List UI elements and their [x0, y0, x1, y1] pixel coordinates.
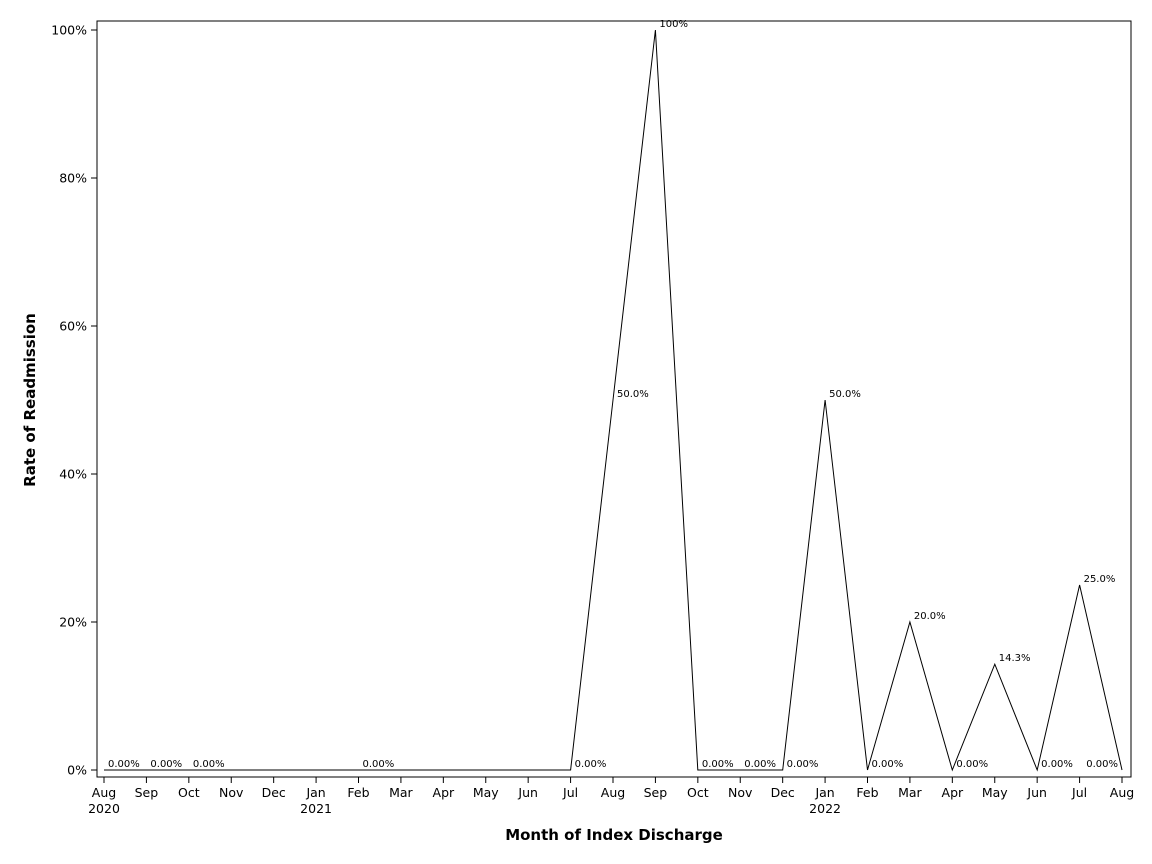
data-point-label: 14.3%: [999, 653, 1031, 664]
x-tick-label: Nov: [219, 785, 244, 800]
x-tick-label: Apr: [942, 785, 964, 800]
data-point-label: 50.0%: [829, 389, 861, 400]
x-tick-label: Sep: [135, 785, 159, 800]
data-point-label: 0.00%: [150, 759, 182, 770]
data-point-label: 0.00%: [956, 759, 988, 770]
x-tick-label: Feb: [856, 785, 878, 800]
x-tick-label: Sep: [644, 785, 668, 800]
x-tick-label: Dec: [262, 785, 286, 800]
data-point-label: 0.00%: [575, 759, 607, 770]
x-tick-label: Aug: [601, 785, 625, 800]
x-tick-year-label: 2021: [300, 801, 332, 816]
data-point-label: 0.00%: [108, 759, 140, 770]
data-point-label: 100%: [659, 19, 688, 30]
x-tick-label: Oct: [687, 785, 709, 800]
y-axis-title: Rate of Readmission: [21, 313, 39, 487]
data-labels: 0.00% 0.00% 0.00% 0.00% 0.00% 50.0% 100% 0.00% 0…: [108, 19, 1118, 770]
data-point-label: 25.0%: [1084, 574, 1116, 585]
y-tick-label: 20%: [59, 615, 87, 630]
data-point-label: 0.00%: [363, 759, 395, 770]
x-tick-label: Nov: [728, 785, 753, 800]
x-tick-label: Mar: [898, 785, 922, 800]
x-tick-label: Jun: [517, 785, 538, 800]
data-point-label: 0.00%: [1086, 759, 1118, 770]
plot-frame: [96, 20, 1132, 778]
y-tick-label: 40%: [59, 467, 87, 482]
data-point-label: 0.00%: [872, 759, 904, 770]
series-line: [104, 29, 1123, 772]
data-point-label: 0.00%: [1041, 759, 1073, 770]
x-axis-title: Month of Index Discharge: [505, 826, 723, 844]
x-tick-year-label: 2020: [88, 801, 120, 816]
x-tick-label: Apr: [433, 785, 455, 800]
y-tick-label: 80%: [59, 171, 87, 186]
x-tick-label: Dec: [771, 785, 795, 800]
x-tick-label: May: [982, 785, 1008, 800]
x-tick-label: Jul: [1071, 785, 1087, 800]
x-tick-label: Jul: [562, 785, 578, 800]
x-tick-label: May: [473, 785, 499, 800]
y-tick-label: 0%: [67, 763, 87, 778]
x-tick-label: Jan: [305, 785, 325, 800]
data-point-label: 0.00%: [193, 759, 225, 770]
data-point-label: 0.00%: [744, 759, 776, 770]
x-tick-label: Aug: [92, 785, 116, 800]
x-tick-label: Jun: [1026, 785, 1047, 800]
y-tick-label: 100%: [51, 23, 87, 38]
y-tick-label: 60%: [59, 319, 87, 334]
x-tick-label: Feb: [347, 785, 369, 800]
data-point-label: 0.00%: [702, 759, 734, 770]
data-point-label: 50.0%: [617, 389, 649, 400]
x-tick-label: Mar: [389, 785, 413, 800]
data-point-label: 0.00%: [787, 759, 819, 770]
y-axis: 0% 20% 40% 60% 80% 100%: [51, 23, 97, 778]
x-tick-label: Oct: [178, 785, 200, 800]
x-tick-label: Aug: [1110, 785, 1134, 800]
data-point-label: 20.0%: [914, 611, 946, 622]
x-tick-year-label: 2022: [809, 801, 841, 816]
x-tick-label: Jan: [814, 785, 834, 800]
